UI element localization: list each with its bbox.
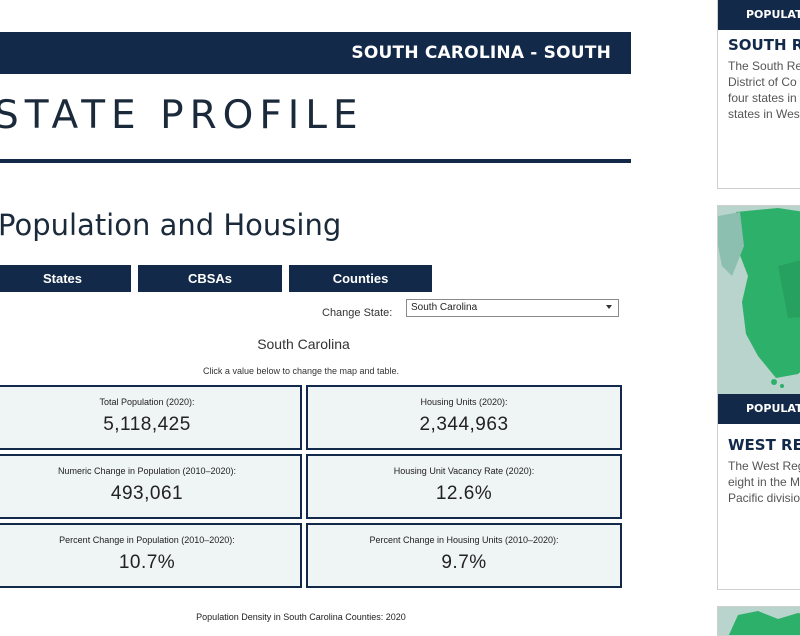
- stat-label: Housing Units (2020):: [420, 397, 508, 407]
- stat-label: Percent Change in Population (2010–2020)…: [59, 535, 235, 545]
- stat-value: 5,118,425: [103, 414, 191, 435]
- title-divider: [0, 159, 631, 163]
- card-text-line: The West Reg: [728, 459, 800, 473]
- section-title: Population and Housing: [0, 208, 342, 242]
- stat-value: 493,061: [110, 483, 184, 504]
- stat-percent-change-housing[interactable]: Percent Change in Housing Units (2010–20…: [306, 523, 622, 588]
- selected-state-name: South Carolina: [257, 336, 350, 352]
- west-region-card[interactable]: POPULATI WEST REG The West Reg eight in …: [717, 205, 800, 590]
- card-description: The South Re District of Co four states …: [728, 58, 800, 122]
- stat-value: 10.7%: [118, 552, 176, 573]
- card-text-line: The South Re: [728, 59, 800, 73]
- south-region-card[interactable]: POPULATI SOUTH RE The South Re District …: [717, 0, 800, 189]
- card-text-line: states in Wes: [728, 107, 800, 121]
- region-banner-label: SOUTH CAROLINA - SOUTH: [351, 43, 611, 63]
- stat-label: Housing Unit Vacancy Rate (2020):: [393, 466, 535, 476]
- card-tag: POPULATI: [718, 0, 800, 30]
- state-select-value: South Carolina: [411, 302, 478, 313]
- stat-label: Total Population (2020):: [99, 397, 195, 407]
- west-region-map-image: [718, 206, 800, 394]
- tab-states[interactable]: States: [0, 265, 131, 292]
- card-tag: POPULATI: [718, 394, 800, 424]
- page-title: STATE PROFILE: [0, 93, 364, 138]
- stat-numeric-change-population[interactable]: Numeric Change in Population (2010–2020)…: [0, 454, 302, 519]
- card-text-line: District of Co: [728, 75, 797, 89]
- card-heading[interactable]: WEST REG: [728, 436, 800, 454]
- stat-housing-units[interactable]: Housing Units (2020): 2,344,963: [306, 385, 622, 450]
- stat-value: 9.7%: [441, 552, 487, 573]
- state-select[interactable]: South Carolina: [406, 299, 619, 317]
- next-region-card[interactable]: [717, 606, 800, 636]
- stat-label: Numeric Change in Population (2010–2020)…: [57, 466, 237, 476]
- chevron-down-icon: [606, 305, 612, 309]
- stat-total-population[interactable]: Total Population (2020): 5,118,425: [0, 385, 302, 450]
- stat-vacancy-rate[interactable]: Housing Unit Vacancy Rate (2020): 12.6%: [306, 454, 622, 519]
- card-text-line: four states in: [728, 91, 797, 105]
- card-text-line: Pacific divisio: [728, 491, 800, 505]
- stat-percent-change-population[interactable]: Percent Change in Population (2010–2020)…: [0, 523, 302, 588]
- card-text-line: eight in the M: [728, 475, 800, 489]
- region-map-thumbnail: [718, 607, 800, 635]
- instruction-text: Click a value below to change the map an…: [202, 366, 400, 376]
- stat-value: 12.6%: [435, 483, 493, 504]
- region-banner: SOUTH CAROLINA - SOUTH: [0, 32, 631, 74]
- change-state-label: Change State:: [322, 307, 393, 319]
- card-description: The West Reg eight in the M Pacific divi…: [728, 458, 800, 506]
- tab-counties[interactable]: Counties: [289, 265, 432, 292]
- card-heading[interactable]: SOUTH RE: [728, 36, 800, 54]
- stat-label: Percent Change in Housing Units (2010–20…: [369, 535, 559, 545]
- tab-cbsas[interactable]: CBSAs: [138, 265, 282, 292]
- density-map-caption: Population Density in South Carolina Cou…: [196, 612, 406, 622]
- stat-value: 2,344,963: [419, 414, 509, 435]
